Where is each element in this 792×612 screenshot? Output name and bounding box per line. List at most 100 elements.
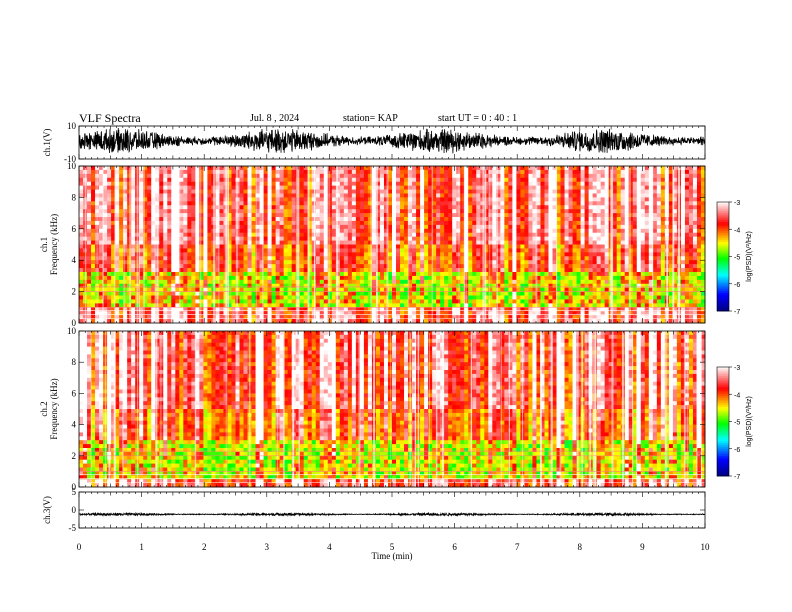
spectrogram-cell [339, 213, 345, 218]
spectrogram-cell [371, 232, 377, 238]
spectrogram-cell [163, 169, 168, 175]
spectrogram-cell [315, 213, 321, 218]
spectrogram-cell [532, 279, 537, 285]
spectrogram-cell [319, 279, 325, 285]
spectrogram-cell [456, 224, 461, 230]
spectrogram-cell [432, 169, 437, 175]
spectrogram-cell [371, 193, 377, 198]
spectrogram-cell [79, 279, 84, 285]
spectrogram-cell [191, 220, 196, 226]
spectrogram-cell [420, 283, 425, 289]
spectrogram-cell [331, 252, 337, 257]
spectrogram-cell [508, 264, 513, 269]
spectrogram-cell [572, 185, 577, 190]
spectrogram-cell [448, 315, 453, 320]
spectrogram-cell [355, 283, 361, 289]
spectrogram-cell [315, 224, 321, 230]
spectrogram-cell [271, 260, 277, 265]
spectrogram-cell [271, 240, 277, 245]
spectrogram-cell [195, 193, 200, 198]
spectrogram-cell [371, 197, 377, 202]
spectrogram-cell [520, 264, 525, 269]
spectrogram-cell [472, 260, 477, 265]
spectrogram-cell [540, 307, 545, 312]
spectrogram-cell [91, 319, 96, 324]
spectrogram-cell [367, 311, 373, 316]
spectrogram-cell [564, 287, 569, 293]
spectrogram-cell [307, 197, 313, 202]
spectrogram-cell [516, 244, 521, 249]
spectrogram-cell [552, 185, 557, 190]
spectrogram-cell [456, 307, 461, 312]
spectrogram-cell [187, 166, 192, 171]
spectrogram-cell [95, 307, 100, 312]
spectrogram-cell [147, 169, 152, 175]
spectrogram-cell [215, 287, 220, 293]
spectrogram-cell [267, 185, 273, 190]
spectrogram-cell [99, 232, 104, 238]
spectrogram-cell [223, 256, 228, 261]
spectrogram-cell [367, 264, 373, 269]
spectrogram-cell [576, 185, 581, 190]
spectrogram-cell [436, 291, 441, 296]
spectrogram-cell [263, 275, 268, 281]
spectrogram-cell [123, 279, 128, 285]
spectrogram-cell [544, 264, 549, 269]
spectrogram-cell [424, 217, 429, 222]
spectrogram-cell [548, 166, 553, 171]
spectrogram-cell [235, 303, 240, 308]
spectrogram-cell [568, 283, 573, 289]
spectrogram-cell [396, 307, 401, 312]
spectrogram-cell [456, 209, 461, 214]
spectrogram-cell [139, 213, 144, 218]
spectrogram-cell [267, 169, 273, 175]
spectrogram-cell [396, 311, 401, 316]
spectrogram-cell [235, 197, 240, 202]
spectrogram-cell [243, 228, 248, 234]
spectrogram-cell [468, 260, 473, 265]
spectrogram-cell [231, 248, 236, 253]
spectrogram-cell [199, 169, 204, 175]
spectrogram-cell [171, 224, 176, 230]
spectrogram-cell [416, 236, 421, 241]
spectrogram-cell [143, 189, 148, 194]
spectrogram-cell [412, 173, 417, 179]
spectrogram-cell [319, 177, 325, 183]
spectrogram-cell [532, 220, 537, 226]
spectrogram-cell [460, 287, 465, 293]
spectrogram-cell [452, 307, 457, 312]
spectrogram-cell [472, 315, 477, 320]
spectrogram-cell [367, 177, 373, 183]
spectrogram-cell [508, 213, 513, 218]
spectrogram-cell [103, 268, 108, 273]
spectrogram-cell [239, 295, 244, 300]
spectrogram-cell [572, 299, 577, 304]
spectrogram-cell [303, 189, 309, 194]
spectrogram-cell [520, 275, 525, 281]
spectrogram-cell [492, 299, 497, 304]
spectrogram-cell [392, 236, 397, 241]
spectrogram-cell [167, 295, 172, 300]
spectrogram-cell [183, 315, 188, 320]
spectrogram-cell [203, 279, 208, 285]
spectrogram-cell [504, 236, 509, 241]
spectrogram-cell [355, 220, 361, 226]
spectrogram-cell [400, 232, 405, 238]
spectrogram-cell [231, 236, 236, 241]
spectrogram-cell [203, 275, 208, 281]
spectrogram-cell [147, 307, 152, 312]
spectrogram-cell [123, 299, 128, 304]
spectrogram-cell [119, 181, 124, 187]
spectrogram-cell [536, 193, 541, 198]
spectrogram-cell [476, 268, 481, 273]
spectrogram-cell [163, 287, 168, 293]
spectrogram-cell [544, 224, 549, 230]
spectrogram-cell [235, 193, 240, 198]
spectrogram-cell [323, 275, 329, 281]
spectrogram-cell [315, 256, 321, 261]
spectrogram-cell [548, 244, 553, 249]
spectrogram-cell [199, 173, 204, 179]
spectrogram-cell [444, 173, 449, 179]
spectrogram-cell [147, 319, 152, 324]
spectrogram-cell [347, 244, 353, 249]
